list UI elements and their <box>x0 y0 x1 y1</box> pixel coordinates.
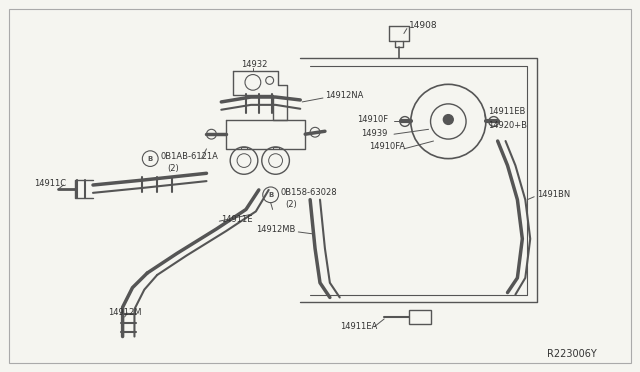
Text: 14912NA: 14912NA <box>325 91 364 100</box>
Text: 1491BN: 1491BN <box>537 190 570 199</box>
Circle shape <box>444 115 453 124</box>
Text: 14910F: 14910F <box>358 115 388 124</box>
Text: 0B158-63028: 0B158-63028 <box>280 188 337 197</box>
Text: 14911E: 14911E <box>221 215 253 224</box>
Text: (2): (2) <box>285 200 297 209</box>
Text: 14920+B: 14920+B <box>488 121 527 130</box>
Text: 14910FA: 14910FA <box>369 142 406 151</box>
Text: 14932: 14932 <box>241 60 268 69</box>
Text: 14912M: 14912M <box>108 308 141 317</box>
Text: 14912MB: 14912MB <box>256 225 295 234</box>
Text: 14911EA: 14911EA <box>340 322 377 331</box>
Text: 14939: 14939 <box>362 129 388 138</box>
Text: 0B1AB-6121A: 0B1AB-6121A <box>160 152 218 161</box>
Bar <box>409 310 431 324</box>
Text: R223006Y: R223006Y <box>547 349 596 359</box>
Text: 14908: 14908 <box>409 21 438 30</box>
Text: B: B <box>268 192 273 198</box>
Text: B: B <box>148 155 153 161</box>
Text: 14911C: 14911C <box>34 179 66 187</box>
Text: 14911EB: 14911EB <box>488 107 525 116</box>
Text: (2): (2) <box>167 164 179 173</box>
